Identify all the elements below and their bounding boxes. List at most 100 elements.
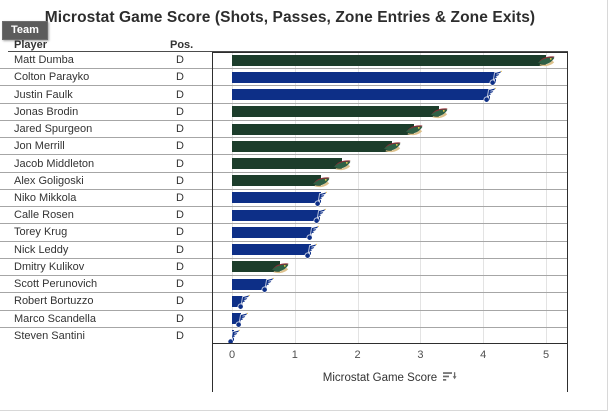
player-row: Jon Merrill D	[0, 138, 568, 156]
score-bar[interactable]	[232, 192, 321, 204]
player-position: D	[176, 123, 184, 136]
player-row: Niko Mikkola D	[0, 190, 568, 208]
gridline	[420, 52, 422, 344]
player-position: D	[176, 329, 184, 342]
score-bar-cell	[212, 276, 568, 293]
score-bar[interactable]	[232, 261, 280, 273]
score-bar[interactable]	[232, 226, 313, 238]
x-axis-label-text: Microstat Game Score	[322, 372, 438, 384]
player-name: Jonas Brodin	[14, 105, 79, 118]
score-bar-cell	[212, 155, 568, 171]
player-position: D	[176, 71, 184, 84]
score-bar[interactable]	[232, 140, 393, 152]
score-bar[interactable]	[232, 313, 242, 325]
player-row: Marco Scandella D	[0, 311, 568, 328]
player-table-body: Matt Dumba D Colton Parayko D Justin Faulk D J…	[0, 52, 568, 345]
score-bar-cell	[212, 259, 568, 275]
player-position: D	[176, 157, 184, 170]
score-bar[interactable]	[232, 244, 311, 256]
score-bar[interactable]	[232, 123, 415, 135]
player-name: Justin Faulk	[14, 88, 73, 101]
score-bar-cell	[212, 311, 568, 328]
x-axis-tick: 3	[417, 349, 424, 361]
player-row: Alex Goligoski D	[0, 173, 568, 190]
player-row: Matt Dumba D	[0, 52, 568, 70]
gridline	[357, 52, 359, 344]
sort-descending-icon[interactable]	[443, 371, 457, 382]
score-bar-cell	[212, 173, 568, 189]
player-row: Jonas Brodin D	[0, 104, 568, 121]
score-bar[interactable]	[232, 278, 268, 290]
score-bar-cell	[212, 293, 568, 310]
column-header-pos[interactable]: Pos.	[170, 39, 194, 51]
player-position: D	[176, 88, 184, 101]
score-bar[interactable]	[232, 106, 440, 118]
x-axis-tick: 2	[354, 349, 361, 361]
player-row: Jacob Middleton D	[0, 155, 568, 173]
player-name: Matt Dumba	[14, 54, 74, 67]
player-position: D	[176, 243, 184, 256]
player-name: Jacob Middleton	[14, 157, 95, 170]
gridline	[483, 52, 485, 344]
player-row: Nick Leddy D	[0, 242, 568, 259]
player-row: Justin Faulk D	[0, 86, 568, 104]
player-name: Niko Mikkola	[14, 191, 77, 204]
player-position: D	[176, 54, 184, 67]
player-position: D	[176, 191, 184, 204]
player-row: Dmitry Kulikov D	[0, 259, 568, 277]
score-bar[interactable]	[232, 71, 496, 83]
player-row: Steven Santini D	[0, 328, 568, 345]
player-position: D	[176, 140, 184, 153]
header-divider	[8, 51, 568, 52]
score-bar-cell	[212, 138, 568, 154]
player-name: Nick Leddy	[14, 243, 69, 256]
player-name: Marco Scandella	[14, 312, 96, 325]
player-position: D	[176, 226, 184, 239]
player-name: Jon Merrill	[14, 140, 65, 153]
axis-zone-border-right	[567, 344, 568, 392]
score-bar-cell	[212, 52, 568, 68]
score-bar[interactable]	[232, 295, 244, 307]
player-name: Dmitry Kulikov	[14, 260, 85, 273]
score-bar-cell	[212, 224, 568, 241]
player-name: Scott Perunovich	[14, 278, 98, 291]
x-axis-tick: 0	[228, 349, 236, 361]
player-row: Colton Parayko D	[0, 69, 568, 87]
player-name: Torey Krug	[14, 226, 68, 239]
player-name: Alex Goligoski	[14, 174, 84, 187]
player-name: Steven Santini	[14, 329, 85, 342]
score-bar[interactable]	[232, 175, 322, 187]
score-bar[interactable]	[232, 158, 342, 170]
player-position: D	[176, 174, 184, 187]
score-bar[interactable]	[232, 54, 546, 66]
chart-title: Microstat Game Score (Shots, Passes, Zon…	[44, 9, 536, 26]
x-axis-tick: 5	[542, 349, 550, 361]
player-row: Torey Krug D	[0, 224, 568, 242]
x-axis-tick: 1	[291, 349, 298, 361]
x-axis-label: Microstat Game Score	[212, 371, 568, 384]
score-bar-cell	[212, 86, 568, 104]
score-bar[interactable]	[232, 330, 234, 342]
player-row: Scott Perunovich D	[0, 276, 568, 294]
score-bar-cell	[212, 328, 568, 345]
player-position: D	[176, 209, 184, 222]
score-bar-cell	[212, 69, 568, 86]
score-bar-cell	[212, 104, 568, 120]
player-position: D	[176, 312, 184, 325]
score-bar[interactable]	[232, 209, 320, 221]
team-legend-badge[interactable]: Team	[2, 21, 48, 40]
player-row: Calle Rosen D	[0, 207, 568, 225]
player-name: Robert Bortuzzo	[14, 295, 94, 308]
player-row: Jared Spurgeon D	[0, 121, 568, 139]
score-bar-cell	[212, 190, 568, 207]
score-bar[interactable]	[232, 89, 490, 101]
column-header-player[interactable]: Player	[14, 39, 48, 51]
player-position: D	[176, 278, 184, 291]
x-axis-tick: 4	[480, 349, 487, 361]
player-position: D	[176, 260, 184, 273]
player-name: Colton Parayko	[14, 71, 90, 84]
player-position: D	[176, 105, 184, 118]
gridline	[546, 52, 547, 344]
player-name: Calle Rosen	[14, 209, 74, 222]
player-name: Jared Spurgeon	[14, 123, 93, 136]
